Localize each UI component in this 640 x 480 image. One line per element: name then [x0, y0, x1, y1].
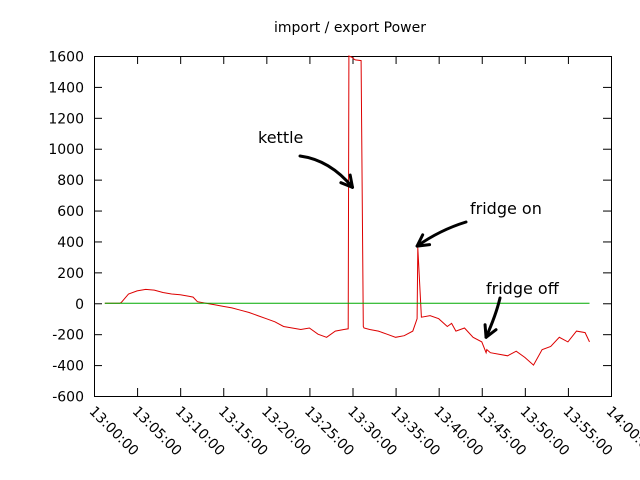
series-layer [104, 55, 590, 366]
annotation-arrow [415, 220, 468, 248]
y-axis: -600 -400 -200 0 200 400 600 800 1000 1200 1400 160… [48, 50, 611, 406]
annotation-arrow [298, 154, 354, 189]
series-line-0 [104, 55, 590, 366]
y-tick-label: -400 [52, 359, 84, 375]
y-tick-label: -200 [52, 328, 84, 344]
annotation-arrowhead [415, 233, 432, 248]
annotation-arrowhead [339, 173, 354, 189]
plot-frame [94, 56, 612, 397]
y-tick-label: 400 [57, 235, 84, 251]
y-tick-label: -600 [52, 390, 84, 406]
annotation-label: fridge off [486, 279, 560, 298]
chart-title: import / export Power [274, 20, 426, 36]
annotation-arrowhead [483, 323, 498, 339]
annotation-arrow [484, 296, 502, 339]
y-tick-label: 1400 [48, 80, 84, 96]
y-tick-label: 200 [57, 266, 84, 282]
y-tick-label: 1000 [48, 142, 84, 158]
y-tick-label: 1600 [48, 50, 84, 66]
y-tick-label: 0 [75, 297, 84, 313]
annotation-label: kettle [258, 128, 303, 147]
y-tick-label: 800 [57, 173, 84, 189]
annotation-label: fridge on [470, 199, 542, 218]
annotation-layer: kettle fridge on fridge off [258, 128, 560, 339]
y-tick-label: 600 [57, 204, 84, 220]
y-tick-label: 1200 [48, 111, 84, 127]
